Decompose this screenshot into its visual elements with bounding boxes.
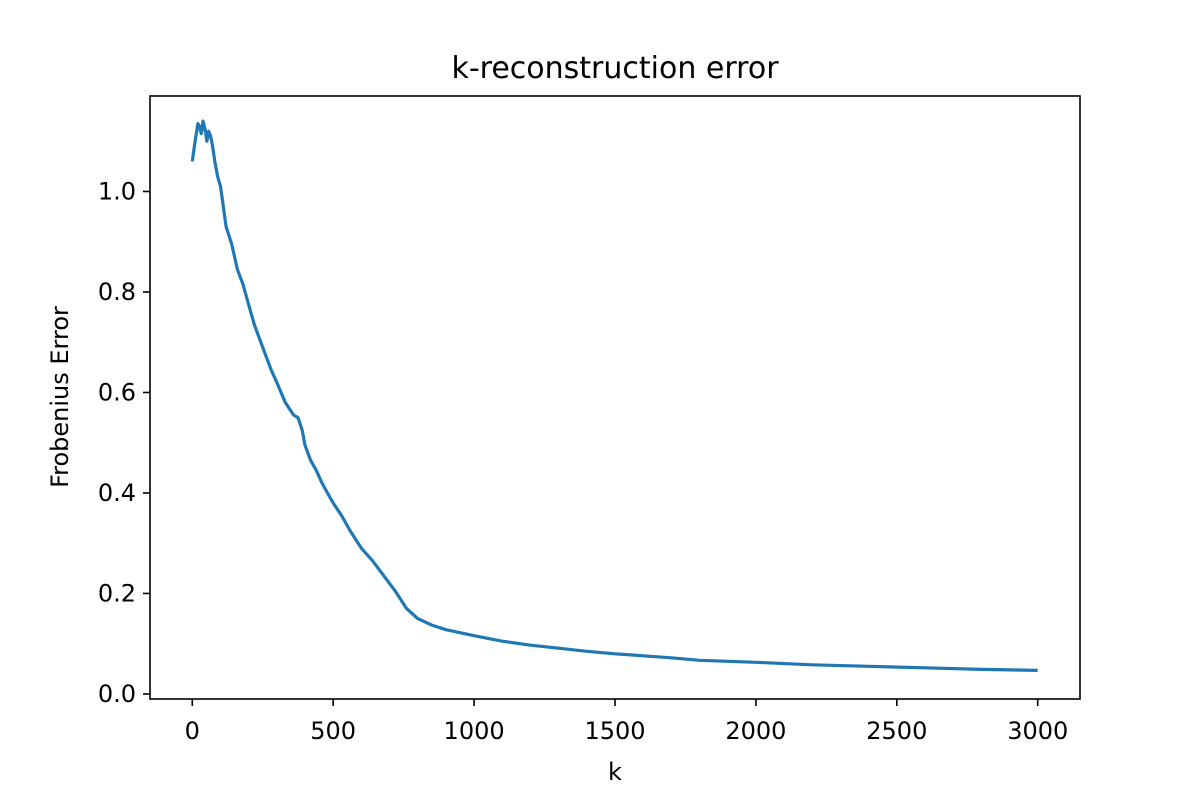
chart-title: k-reconstruction error bbox=[451, 51, 779, 86]
y-tick-label: 1.0 bbox=[98, 177, 136, 205]
x-axis-ticks: 0 500 1000 1500 2000 2500 3000 bbox=[185, 699, 1068, 745]
y-tick-label: 0.4 bbox=[98, 479, 136, 507]
x-tick-label: 500 bbox=[310, 717, 356, 745]
y-axis-ticks: 0.0 0.2 0.4 0.6 0.8 1.0 bbox=[98, 177, 150, 708]
x-tick-label: 2000 bbox=[725, 717, 786, 745]
y-axis-label: Frobenius Error bbox=[46, 306, 74, 488]
series-line-frobenius-error bbox=[190, 119, 1038, 672]
x-tick-label: 0 bbox=[185, 717, 200, 745]
y-tick-label: 0.8 bbox=[98, 278, 136, 306]
x-axis-label: k bbox=[608, 758, 622, 786]
x-tick-label: 3000 bbox=[1007, 717, 1068, 745]
x-tick-label: 1000 bbox=[444, 717, 505, 745]
y-tick-label: 0.2 bbox=[98, 579, 136, 607]
x-tick-label: 1500 bbox=[584, 717, 645, 745]
y-tick-label: 0.6 bbox=[98, 378, 136, 406]
x-tick-label: 2500 bbox=[866, 717, 927, 745]
y-tick-label: 0.0 bbox=[98, 680, 136, 708]
